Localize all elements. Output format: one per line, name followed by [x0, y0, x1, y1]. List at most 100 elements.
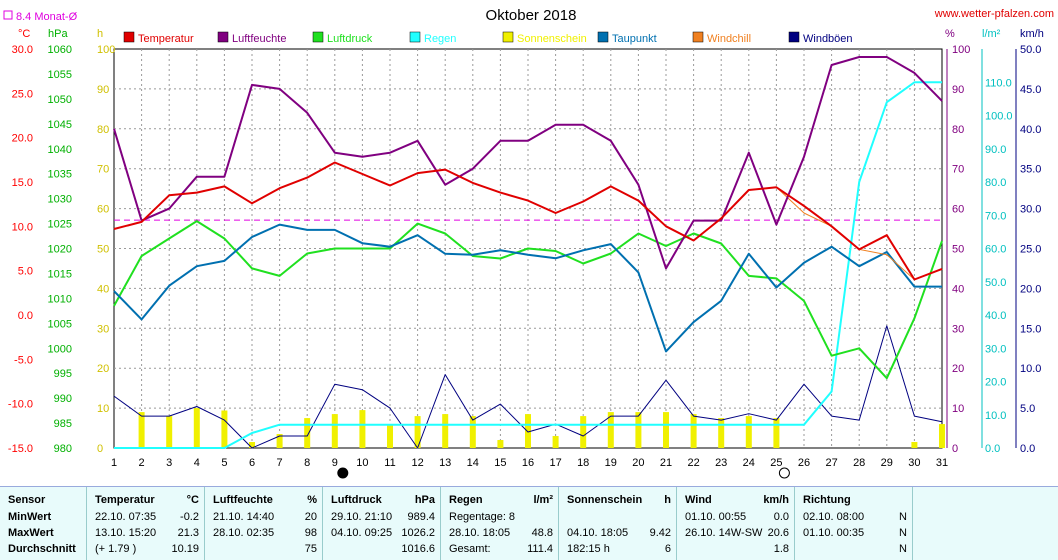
stats-value: 1.8 [773, 543, 789, 555]
tick-label-hours: 0 [97, 443, 103, 455]
stats-col-luftfeuchte: Luftfeuchte % 21.10. 14:40 20 28.10. 02:… [204, 487, 323, 560]
stats-value: 1016.6 [401, 543, 435, 555]
tick-label-percent: 0 [952, 443, 958, 455]
x-tick-label: 15 [494, 457, 506, 469]
series-line-luftdruck [113, 220, 943, 380]
sunshine-bar [635, 412, 642, 448]
sunshine-bar [911, 442, 918, 448]
stats-row-avg: Durchschnitt [8, 543, 76, 555]
tick-label-percent: 80 [952, 124, 964, 136]
sunshine-bar [414, 416, 421, 448]
tick-label-celsius: -15.0 [8, 443, 33, 455]
tick-label-rain: 90.0 [985, 144, 1006, 156]
x-tick-label: 21 [660, 457, 672, 469]
tick-label-hpa: 1020 [48, 244, 72, 256]
stats-unit: l/m² [533, 494, 553, 506]
sunshine-bar [442, 414, 449, 448]
sunshine-bar [331, 414, 338, 448]
tick-label-speed: 15.0 [1020, 323, 1041, 335]
x-tick-label: 17 [549, 457, 561, 469]
x-tick-label: 1 [111, 457, 117, 469]
stats-unit: km/h [763, 494, 789, 506]
tick-label-rain: 70.0 [985, 210, 1006, 222]
legend-swatch [217, 31, 229, 43]
month-average: 8.4 Monat-Ø [16, 11, 78, 23]
statistics-table: Sensor MinWert MaxWert Durchschnitt Temp… [0, 486, 1058, 560]
tick-label-rain: 100.0 [985, 111, 1013, 123]
stats-value: N [899, 543, 907, 555]
stats-cell: 29.10. 21:10 [331, 511, 393, 523]
tick-label-celsius: 20.0 [12, 133, 33, 145]
tick-label-percent: 50 [952, 244, 964, 256]
x-tick-label: 6 [249, 457, 255, 469]
tick-label-hpa: 1045 [48, 119, 72, 131]
tick-label-percent: 20 [952, 363, 964, 375]
chart-legend: Temperatur Luftfeuchte Luftdruck Regen Sonne… [123, 31, 853, 45]
stats-cell: 28.10. 18:05 [449, 527, 511, 539]
sunshine-bar [221, 410, 228, 448]
tick-label-hpa: 1015 [48, 268, 72, 280]
sunshine-bar [607, 412, 614, 448]
legend-swatch [788, 31, 800, 43]
sunshine-bar [690, 414, 697, 448]
tick-label-speed: 25.0 [1020, 244, 1041, 256]
tick-label-hours: 30 [97, 323, 109, 335]
x-tick-label: 3 [166, 457, 172, 469]
stats-value: 10.19 [171, 543, 199, 555]
stats-head: Sonnenschein [567, 494, 643, 506]
x-tick-label: 13 [439, 457, 451, 469]
stats-head-sensor: Sensor [8, 494, 46, 506]
tick-label-celsius: 5.0 [18, 266, 33, 278]
tick-label-rain: 30.0 [985, 343, 1006, 355]
sunshine-bar [304, 418, 311, 448]
tick-label-percent: 10 [952, 403, 964, 415]
stats-head: Luftdruck [331, 494, 382, 506]
sunshine-bars [138, 408, 945, 448]
tick-label-hpa: 1040 [48, 144, 72, 156]
sunshine-bar [663, 412, 669, 448]
legend-label: Luftdruck [327, 33, 373, 45]
stats-value: 75 [304, 543, 317, 555]
x-tick-label: 26 [798, 457, 810, 469]
legend-label: Windböen [803, 33, 853, 45]
stats-cell: (+ 1.79 ) [95, 543, 137, 555]
series-line-taupunkt [113, 223, 942, 353]
new-moon-icon [337, 467, 349, 479]
series-lines [113, 56, 943, 449]
axis-unit-hpa: hPa [48, 28, 68, 40]
x-tick-label: 18 [577, 457, 589, 469]
source-link[interactable]: www.wetter-pfalzen.com [934, 8, 1054, 20]
stats-cell: Gesamt: [449, 543, 491, 555]
stats-cell: 04.10. 09:25 [331, 527, 393, 539]
legend-swatch [597, 31, 609, 43]
tick-label-hours: 70 [97, 164, 109, 176]
tick-label-celsius: 0.0 [18, 310, 33, 322]
tick-label-hpa: 1055 [48, 69, 72, 81]
tick-label-hpa: 1030 [48, 194, 72, 206]
stats-col-temperatur: Temperatur °C 22.10. 07:35 -0.2 13.10. 1… [86, 487, 205, 560]
tick-label-speed: 30.0 [1020, 204, 1041, 216]
tick-label-hours: 60 [97, 204, 109, 216]
sunshine-bar [359, 410, 366, 448]
stats-cell: 13.10. 15:20 [95, 527, 157, 539]
sunshine-bar [193, 408, 200, 448]
x-tick-label: 31 [936, 457, 948, 469]
tick-label-rain: 0.0 [985, 443, 1000, 455]
sunshine-bar [249, 442, 255, 448]
tick-label-hours: 80 [97, 124, 109, 136]
sunshine-bar [718, 418, 725, 448]
x-tick-label: 2 [139, 457, 145, 469]
stats-unit: hPa [414, 494, 435, 506]
stats-head: Luftfeuchte [213, 494, 273, 506]
weather-chart: Oktober 2018 www.wetter-pfalzen.com 8.4 … [3, 7, 1054, 479]
tick-label-celsius: 30.0 [12, 44, 33, 56]
sunshine-bar [552, 436, 559, 448]
stats-row-min: MinWert [8, 511, 52, 523]
tick-label-rain: 110.0 [985, 77, 1012, 89]
tick-label-rain: 40.0 [985, 310, 1006, 322]
legend-label: Regen [424, 33, 456, 45]
tick-label-hpa: 1000 [48, 343, 72, 355]
tick-label-percent: 70 [952, 164, 964, 176]
tick-label-hours: 100 [97, 44, 115, 56]
axis-unit-percent: % [945, 28, 955, 40]
